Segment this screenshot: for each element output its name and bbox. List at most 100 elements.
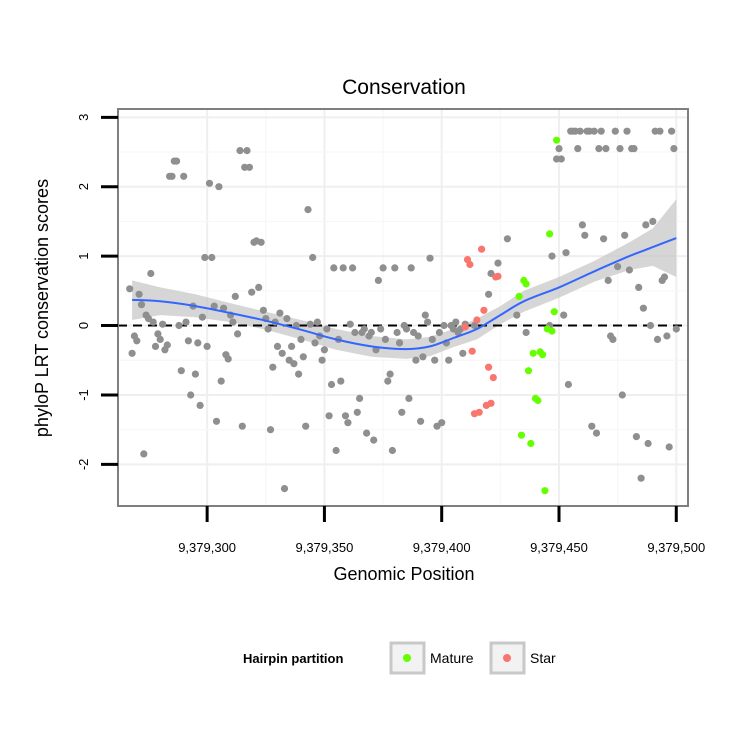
data-point-other xyxy=(635,283,643,291)
x-tick-label: 9,379,400 xyxy=(413,540,471,555)
data-point-other xyxy=(264,325,272,333)
data-point-other xyxy=(147,269,155,278)
data-point-other xyxy=(604,276,612,284)
data-point-other xyxy=(137,301,146,309)
data-point-other xyxy=(414,332,422,340)
data-point-other xyxy=(346,320,354,328)
data-point-other xyxy=(194,339,202,347)
data-point-other xyxy=(557,155,565,163)
legend-label-star: Star xyxy=(530,650,556,666)
data-point-other xyxy=(341,412,350,420)
data-point-other xyxy=(259,306,267,314)
data-point-other xyxy=(224,355,232,363)
data-point-other xyxy=(405,394,413,402)
data-point-other xyxy=(149,318,157,326)
data-point-other xyxy=(646,321,655,330)
data-point-other xyxy=(562,249,570,257)
x-tick-label: 9,379,350 xyxy=(295,540,353,555)
data-point-other xyxy=(196,401,204,409)
data-point-other xyxy=(217,377,225,385)
data-point-other xyxy=(590,127,598,135)
data-point-star xyxy=(468,347,476,355)
data-point-star xyxy=(494,272,502,280)
data-point-other xyxy=(424,318,432,326)
data-point-other xyxy=(576,127,584,135)
data-point-other xyxy=(288,342,296,350)
data-point-other xyxy=(672,325,680,333)
data-point-other xyxy=(398,408,406,416)
data-point-other xyxy=(419,353,427,361)
data-point-other xyxy=(421,311,429,319)
data-point-other xyxy=(600,235,608,243)
data-point-other xyxy=(632,433,641,441)
data-point-mature xyxy=(529,349,537,357)
data-point-other xyxy=(229,318,237,326)
data-point-other xyxy=(187,391,195,399)
data-point-other xyxy=(304,206,312,214)
data-point-mature xyxy=(517,431,526,439)
data-point-other xyxy=(388,446,396,455)
data-point-other xyxy=(623,127,631,135)
data-point-mature xyxy=(515,292,523,300)
data-point-other xyxy=(318,356,326,364)
data-point-other xyxy=(295,370,303,378)
data-point-other xyxy=(231,292,239,300)
data-point-star xyxy=(461,323,469,331)
data-point-other xyxy=(173,157,181,165)
data-point-other xyxy=(665,443,673,451)
data-point-other xyxy=(156,335,164,343)
data-point-other xyxy=(494,259,502,267)
data-point-other xyxy=(602,145,610,153)
y-tick-label: 3 xyxy=(76,114,91,121)
data-point-other xyxy=(663,332,671,340)
data-point-other xyxy=(238,422,246,430)
data-point-other xyxy=(140,450,148,458)
data-point-mature xyxy=(524,367,533,375)
chart-title: Conservation xyxy=(342,76,466,99)
data-point-other xyxy=(660,273,669,281)
plot-panel-border xyxy=(117,108,689,507)
data-point-other xyxy=(592,429,601,437)
legend: Hairpin partition Mature Star xyxy=(243,641,556,675)
data-point-other xyxy=(459,349,467,357)
data-point-other xyxy=(363,429,371,437)
data-point-other xyxy=(236,147,244,155)
data-point-other xyxy=(168,172,176,180)
data-point-other xyxy=(191,370,199,378)
legend-item-star: Star xyxy=(489,641,556,675)
data-point-other xyxy=(470,321,479,330)
data-point-other xyxy=(670,145,678,153)
data-point-other xyxy=(212,417,221,425)
data-point-other xyxy=(522,328,530,337)
series-mature xyxy=(515,136,561,495)
data-point-mature xyxy=(548,327,556,335)
data-point-other xyxy=(245,163,253,171)
data-point-other xyxy=(597,127,605,135)
y-axis-label: phyloP LRT conservation scores xyxy=(32,179,52,437)
legend-item-mature: Mature xyxy=(389,641,474,675)
data-point-other xyxy=(276,309,284,317)
data-point-other xyxy=(412,356,420,364)
data-point-other xyxy=(337,377,345,385)
data-point-other xyxy=(302,422,310,430)
data-point-star xyxy=(487,399,495,407)
legend-dot-star xyxy=(503,654,511,662)
data-point-other xyxy=(435,328,443,337)
data-point-other xyxy=(280,485,289,493)
data-point-other xyxy=(320,346,328,354)
data-point-other xyxy=(203,342,211,350)
data-point-other xyxy=(649,217,657,225)
data-point-other xyxy=(426,254,434,262)
data-point-other xyxy=(159,320,167,328)
data-point-other xyxy=(351,328,359,337)
x-tick-label: 9,379,450 xyxy=(530,540,588,555)
data-point-other xyxy=(325,412,333,420)
data-point-other xyxy=(370,436,378,444)
smooth-fit-line xyxy=(132,237,677,351)
data-point-other xyxy=(656,127,664,135)
data-point-star xyxy=(473,316,481,324)
data-point-other xyxy=(299,353,307,361)
data-point-other xyxy=(313,318,321,326)
data-point-other xyxy=(327,380,336,389)
data-point-other xyxy=(668,127,676,135)
